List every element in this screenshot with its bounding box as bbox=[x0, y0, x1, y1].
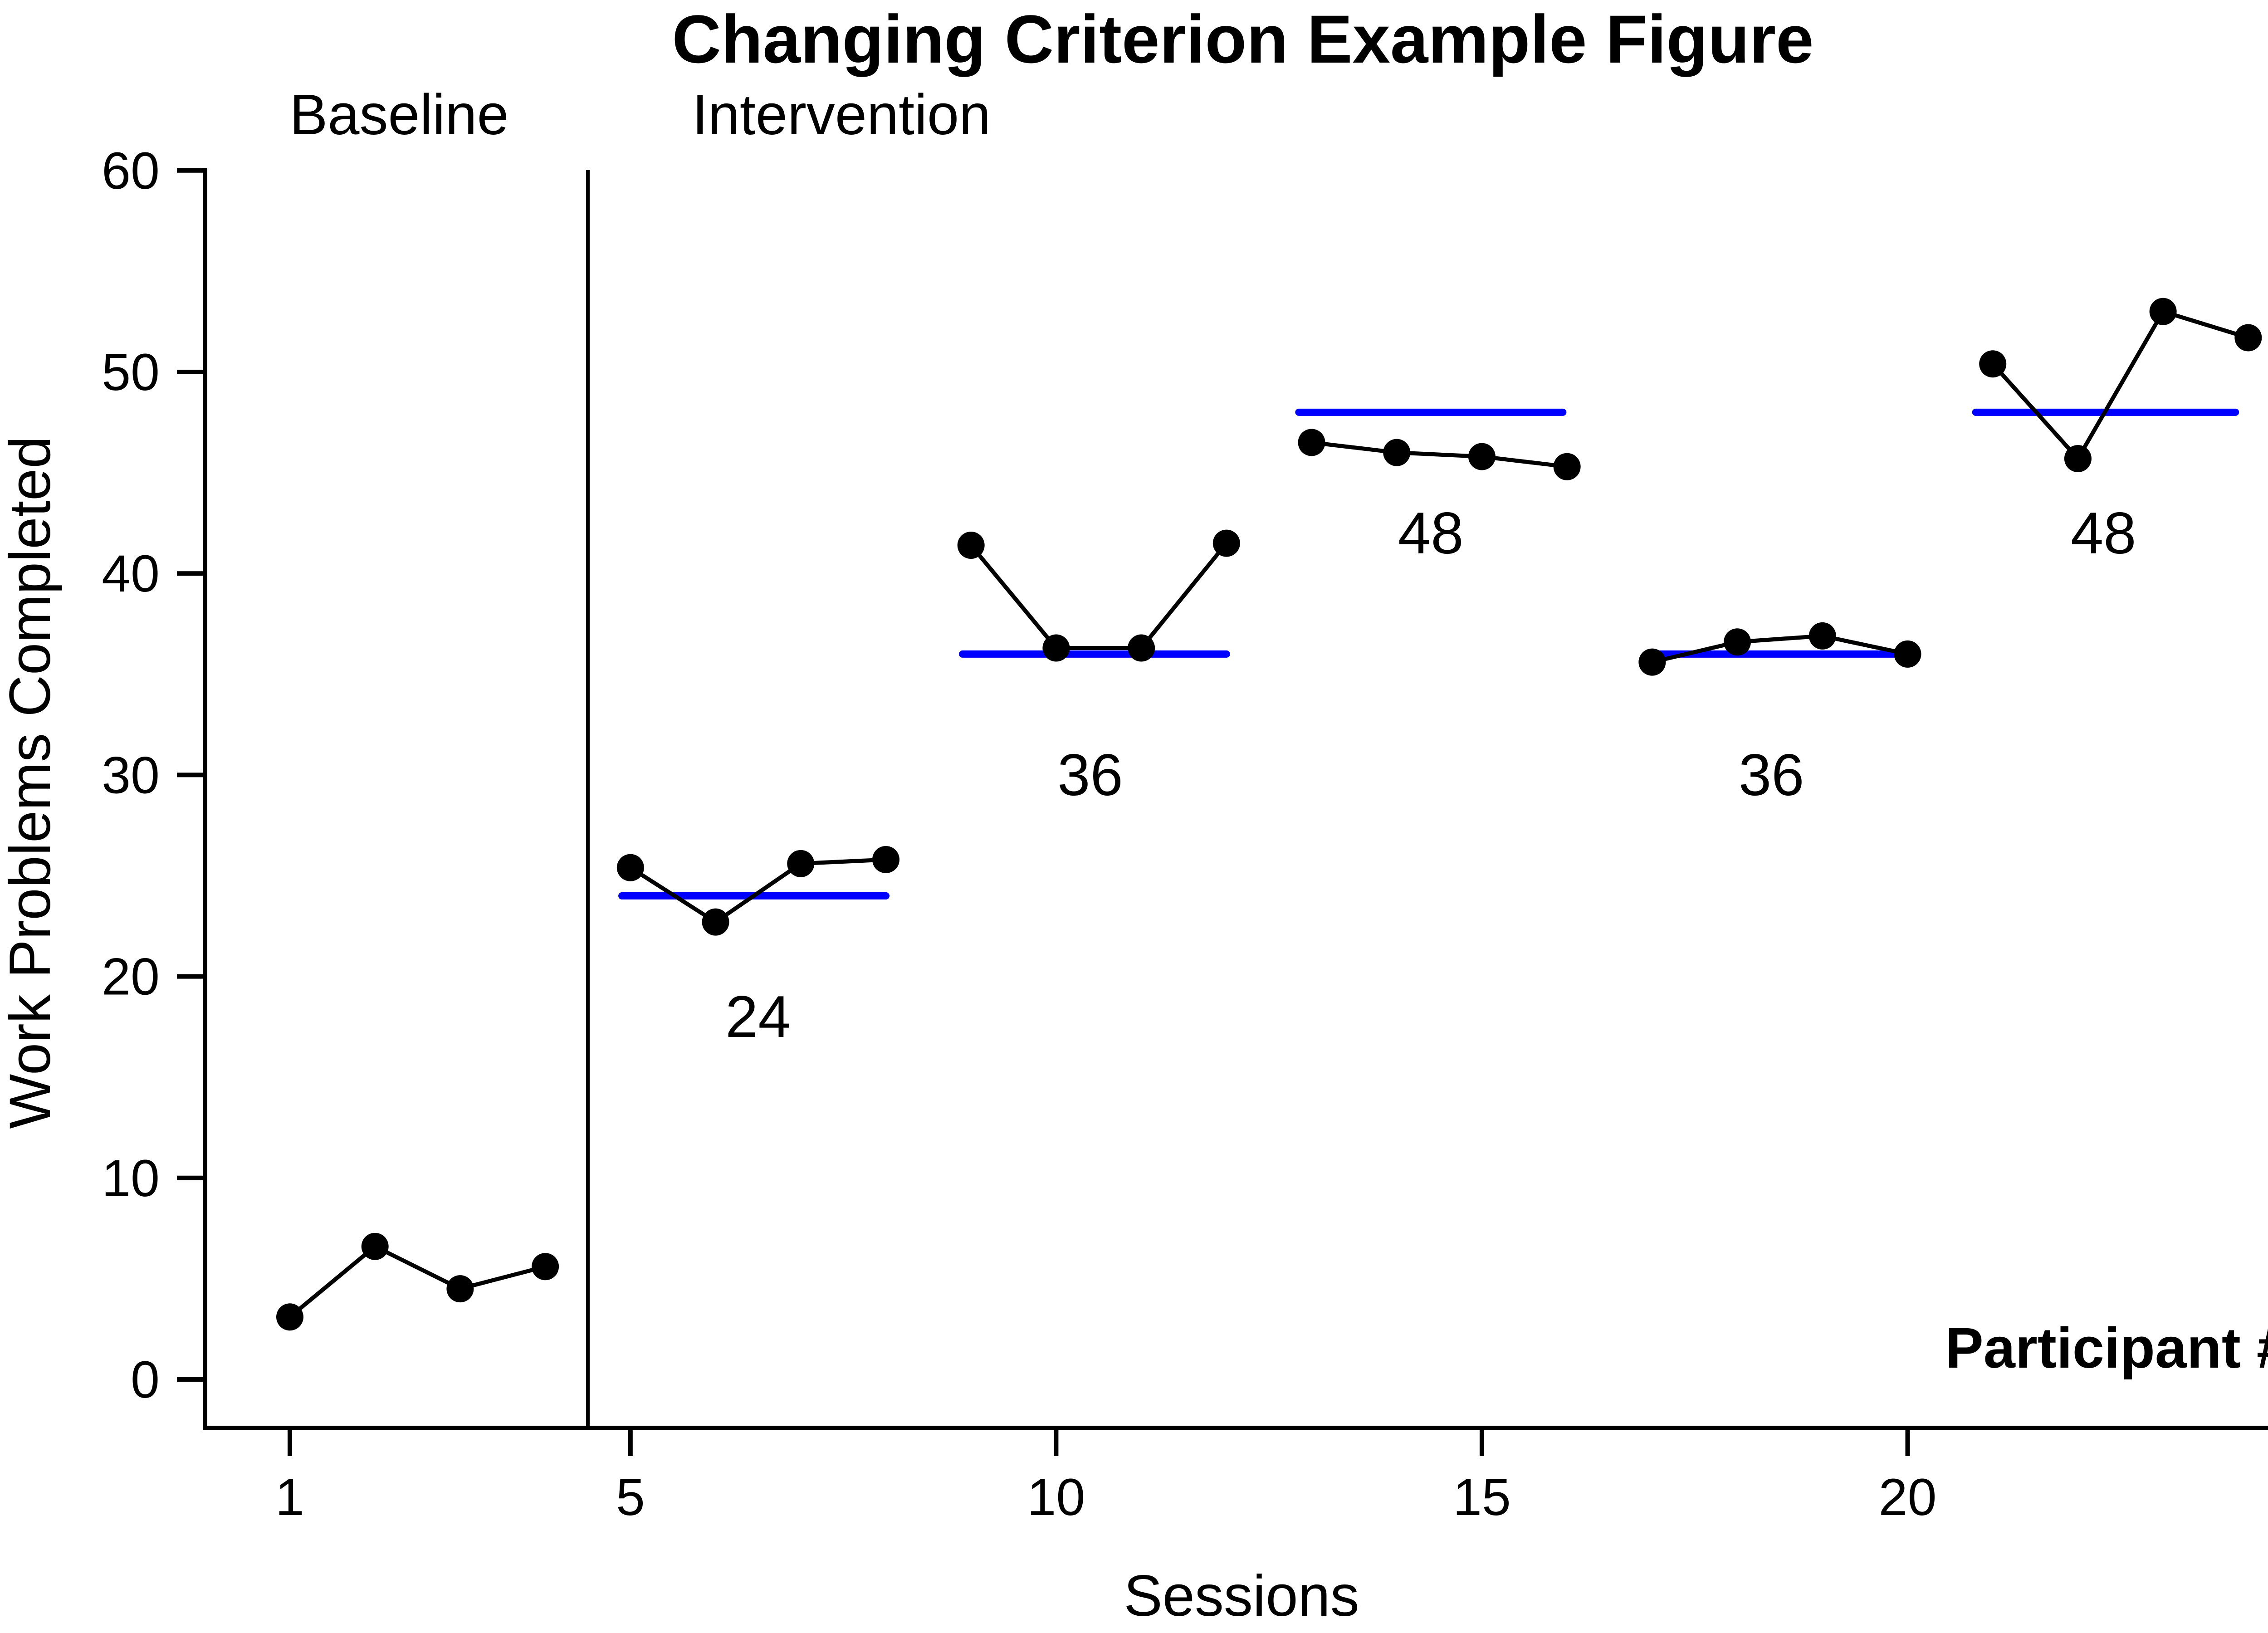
phase-criterion-36-second: 36 bbox=[1638, 622, 1921, 808]
series-layer: 24 36 48 36 48 bbox=[276, 298, 2262, 1331]
x-tick-label: 15 bbox=[1453, 1468, 1511, 1526]
phase-criterion-24: 24 bbox=[616, 846, 899, 1050]
x-axis-title: Sessions bbox=[1124, 1564, 1359, 1628]
phase-label-baseline: Baseline bbox=[289, 83, 508, 147]
phase-criterion-48: 48 bbox=[1295, 408, 1581, 566]
data-point bbox=[957, 532, 985, 559]
criterion-label: 36 bbox=[1057, 742, 1123, 808]
criterion-label: 48 bbox=[1398, 500, 1464, 566]
data-point bbox=[1042, 634, 1070, 662]
criterion-label: 48 bbox=[2071, 500, 2136, 566]
x-tick-label: 5 bbox=[616, 1468, 645, 1526]
y-tick-label: 40 bbox=[102, 545, 160, 603]
data-point bbox=[616, 854, 644, 881]
data-point bbox=[1468, 443, 1496, 470]
data-point bbox=[2064, 445, 2092, 473]
phase-criterion-48-second: 48 bbox=[1972, 298, 2262, 566]
data-path bbox=[1991, 309, 2249, 462]
y-tick-label: 0 bbox=[131, 1351, 160, 1409]
data-point bbox=[1894, 640, 1921, 668]
data-point bbox=[1809, 622, 1836, 650]
data-point bbox=[361, 1232, 389, 1260]
chart-title: Changing Criterion Example Figure bbox=[672, 1, 1814, 77]
data-path bbox=[969, 542, 1228, 650]
y-tick-label: 10 bbox=[102, 1149, 160, 1208]
criterion-label: 24 bbox=[725, 983, 791, 1050]
criterion-label: 36 bbox=[1739, 742, 1804, 808]
data-path bbox=[288, 1244, 546, 1319]
data-point bbox=[1638, 648, 1666, 676]
data-point bbox=[2149, 298, 2177, 325]
phase-baseline bbox=[276, 1232, 559, 1331]
data-point bbox=[872, 846, 899, 873]
data-point bbox=[1979, 350, 2007, 378]
y-tick-label: 20 bbox=[102, 948, 160, 1006]
data-path bbox=[1311, 440, 1568, 469]
y-tick-label: 30 bbox=[102, 746, 160, 804]
data-point bbox=[1128, 634, 1155, 662]
y-axis-title: Work Problems Completed bbox=[0, 436, 63, 1129]
data-point bbox=[1298, 429, 1325, 456]
phase-criterion-36: 36 bbox=[957, 529, 1240, 808]
x-tick-label: 10 bbox=[1027, 1468, 1085, 1526]
data-point bbox=[1383, 439, 1411, 466]
data-point bbox=[1212, 529, 1240, 557]
data-point bbox=[787, 850, 815, 877]
phase-label-intervention: Intervention bbox=[692, 83, 991, 147]
participant-annotation: Participant #1 bbox=[1945, 1316, 2268, 1380]
data-path bbox=[1652, 634, 1908, 665]
data-point bbox=[446, 1275, 474, 1303]
data-point bbox=[276, 1303, 303, 1331]
axes-layer: 15101520250102030405060 bbox=[102, 142, 2268, 1526]
data-path bbox=[629, 857, 886, 925]
data-point bbox=[2234, 324, 2262, 352]
data-point bbox=[532, 1253, 559, 1281]
data-point bbox=[1724, 628, 1751, 656]
data-point bbox=[702, 908, 729, 936]
y-tick-label: 50 bbox=[102, 343, 160, 401]
x-tick-label: 1 bbox=[275, 1468, 304, 1526]
data-point bbox=[1553, 453, 1581, 480]
x-tick-label: 20 bbox=[1879, 1468, 1937, 1526]
y-tick-label: 60 bbox=[102, 142, 160, 200]
